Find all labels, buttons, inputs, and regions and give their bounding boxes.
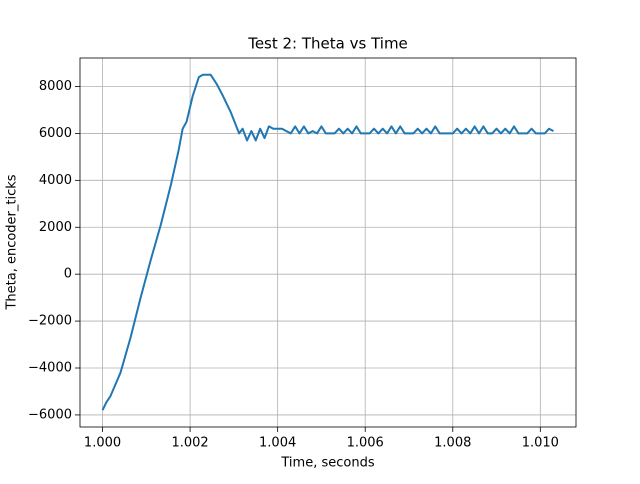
y-tick-label: 0 [64,267,72,282]
x-tick-label: 1.006 [347,436,384,451]
y-tick-label: −6000 [28,407,72,422]
x-tick-label: 1.000 [84,436,121,451]
x-tick-label: 1.008 [434,436,471,451]
y-tick-label: 4000 [39,173,72,188]
y-tick-label: 2000 [39,220,72,235]
x-tick-label: 1.002 [171,436,208,451]
y-axis-label: Theta, encoder_ticks [5,174,20,310]
y-tick-label: −4000 [28,361,72,376]
data-line [101,73,554,411]
plot-frame [79,57,577,428]
y-tick-label: 8000 [39,79,72,94]
chart-title: Test 2: Theta vs Time [247,35,408,53]
y-tick-label: 6000 [39,126,72,141]
x-tick-label: 1.010 [522,436,559,451]
y-tick-label: −2000 [28,314,72,329]
x-axis-label: Time, seconds [280,456,374,471]
x-tick-label: 1.004 [259,436,296,451]
